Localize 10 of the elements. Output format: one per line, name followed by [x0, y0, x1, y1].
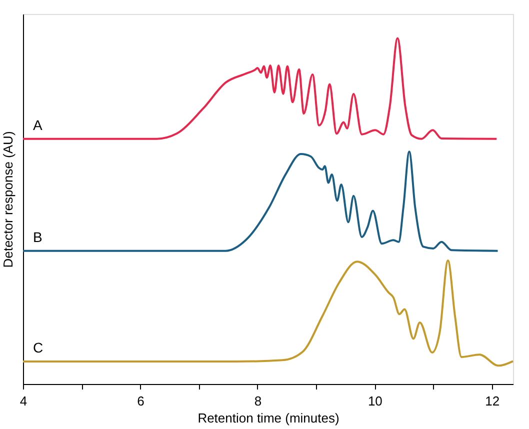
y-axis-title: Detector response (AU)	[0, 131, 16, 268]
x-tick-label: 6	[137, 394, 144, 408]
x-tick-label: 12	[485, 394, 500, 408]
x-tick-label: 4	[20, 394, 28, 408]
series-label: B	[33, 228, 42, 245]
series-label: A	[33, 116, 43, 133]
x-tick-label: 8	[254, 394, 262, 408]
series-label: C	[33, 340, 44, 356]
x-axis-title: Retention time (minutes)	[198, 410, 340, 426]
x-tick-label: 10	[368, 394, 382, 408]
